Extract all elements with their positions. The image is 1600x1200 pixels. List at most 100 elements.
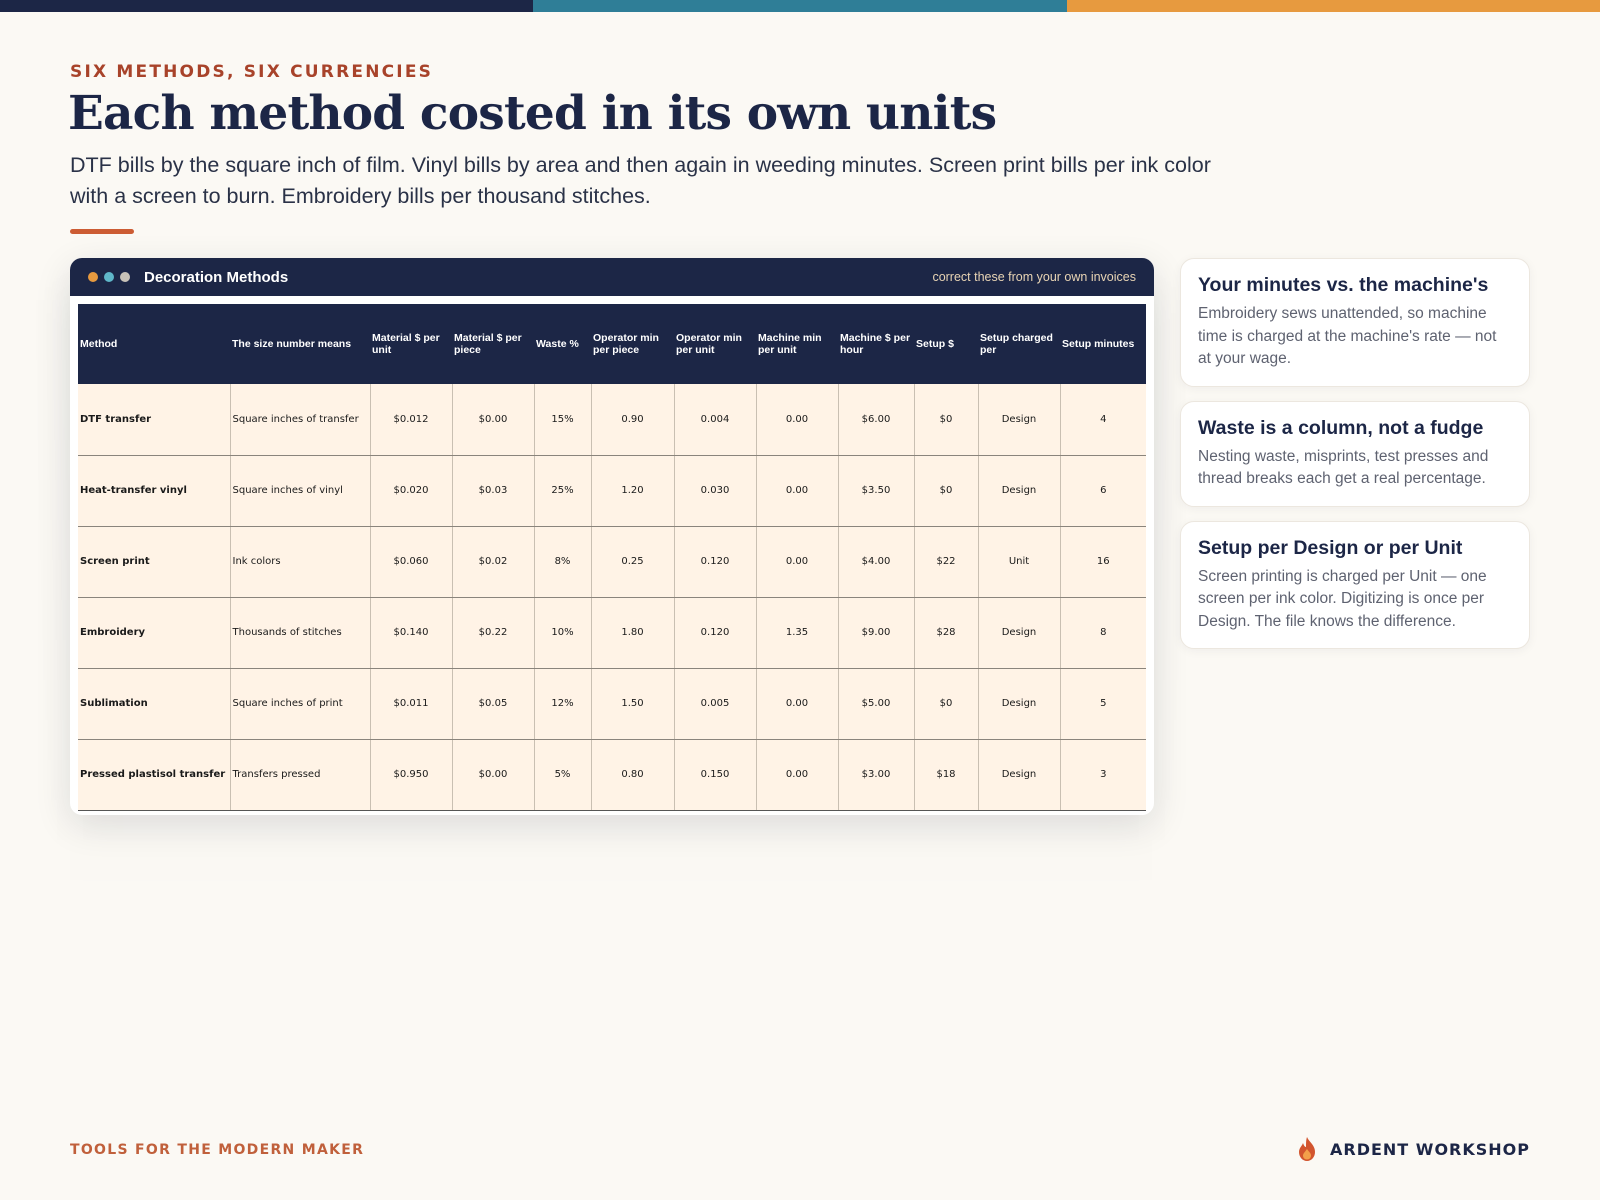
table-cell[interactable]: $0.020 — [370, 455, 453, 527]
top-accent-bar — [0, 0, 1600, 12]
table-cell[interactable]: 0.00 — [756, 526, 839, 598]
table-cell[interactable]: $4.00 — [838, 526, 915, 598]
column-header: Setup minutes — [1060, 304, 1146, 384]
table-cell[interactable]: $0.012 — [370, 384, 453, 456]
table-cell[interactable]: $18 — [914, 739, 979, 811]
table-cell[interactable]: $22 — [914, 526, 979, 598]
accent-navy — [0, 0, 534, 12]
table-row: Embroidery Thousands of stitches $0.140 $0.… — [78, 597, 1146, 669]
table-cell[interactable]: Pressed plastisol transfer — [78, 739, 231, 811]
table-cell[interactable]: 0.005 — [674, 668, 757, 740]
table-row: Pressed plastisol transfer Transfers pres… — [78, 739, 1146, 811]
table-cell[interactable]: 0.004 — [674, 384, 757, 456]
table-cell[interactable]: $0.060 — [370, 526, 453, 598]
table-cell[interactable]: 4 — [1060, 384, 1146, 456]
table-cell[interactable]: 5% — [534, 739, 592, 811]
table-cell[interactable]: $0.22 — [452, 597, 535, 669]
flame-icon — [1299, 1137, 1315, 1161]
table-cell[interactable]: Transfers pressed — [230, 739, 371, 811]
table-cell[interactable]: 0.120 — [674, 526, 757, 598]
table-cell[interactable]: 25% — [534, 455, 592, 527]
table-cell[interactable]: $0.02 — [452, 526, 535, 598]
table-cell[interactable]: 0.120 — [674, 597, 757, 669]
table-cell[interactable]: Square inches of transfer — [230, 384, 371, 456]
table-cell[interactable]: 0.030 — [674, 455, 757, 527]
kicker: SIX METHODS, SIX CURRENCIES — [70, 62, 434, 82]
table-cell[interactable]: $0.00 — [452, 384, 535, 456]
table-cell[interactable]: Sublimation — [78, 668, 231, 740]
table-cell[interactable]: Square inches of vinyl — [230, 455, 371, 527]
table-cell[interactable]: $5.00 — [838, 668, 915, 740]
table-cell[interactable]: 6 — [1060, 455, 1146, 527]
table-cell[interactable]: $0 — [914, 384, 979, 456]
table-cell[interactable]: Square inches of print — [230, 668, 371, 740]
methods-table-wrap: Method The size number means Material $ pe… — [78, 304, 1146, 811]
table-cell[interactable]: 10% — [534, 597, 592, 669]
table-cell[interactable]: 0.90 — [591, 384, 675, 456]
table-row: Heat-transfer vinyl Square inches of viny… — [78, 455, 1146, 527]
table-cell[interactable]: 0.150 — [674, 739, 757, 811]
callout-title: Waste is a column, not a fudge — [1198, 416, 1484, 439]
table-cell[interactable]: 1.20 — [591, 455, 675, 527]
table-cell[interactable]: Design — [978, 739, 1061, 811]
table-cell[interactable]: 0.00 — [756, 668, 839, 740]
table-cell[interactable]: 1.80 — [591, 597, 675, 669]
table-cell[interactable]: Ink colors — [230, 526, 371, 598]
table-cell[interactable]: Screen print — [78, 526, 231, 598]
table-cell[interactable]: $0.950 — [370, 739, 453, 811]
footer-tagline: TOOLS FOR THE MODERN MAKER — [70, 1142, 365, 1158]
table-cell[interactable]: $6.00 — [838, 384, 915, 456]
table-cell[interactable]: DTF transfer — [78, 384, 231, 456]
accent-teal — [533, 0, 1067, 12]
table-cell[interactable]: Design — [978, 668, 1061, 740]
column-header: Method — [78, 304, 230, 384]
table-row: DTF transfer Square inches of transfer $0.… — [78, 384, 1146, 456]
table-cell[interactable]: $0 — [914, 455, 979, 527]
table-cell[interactable]: $0 — [914, 668, 979, 740]
table-cell[interactable]: $0.05 — [452, 668, 535, 740]
callout-card: Your minutes vs. the machine's Embroider… — [1180, 258, 1530, 387]
table-cell[interactable]: 0.25 — [591, 526, 675, 598]
table-cell[interactable]: $28 — [914, 597, 979, 669]
table-cell[interactable]: 0.00 — [756, 384, 839, 456]
table-cell[interactable]: Thousands of stitches — [230, 597, 371, 669]
table-cell[interactable]: 0.00 — [756, 739, 839, 811]
table-cell[interactable]: $3.50 — [838, 455, 915, 527]
table-cell[interactable]: 12% — [534, 668, 592, 740]
table-cell[interactable]: 8 — [1060, 597, 1146, 669]
table-cell[interactable]: $0.03 — [452, 455, 535, 527]
callout-title: Your minutes vs. the machine's — [1198, 274, 1489, 296]
window-dot-teal — [104, 272, 114, 282]
table-cell[interactable]: Unit — [978, 526, 1061, 598]
table-cell[interactable]: $9.00 — [838, 597, 915, 669]
table-cell[interactable]: $0.140 — [370, 597, 453, 669]
table-cell[interactable]: 0.80 — [591, 739, 675, 811]
table-cell[interactable]: Design — [978, 384, 1061, 456]
table-cell[interactable]: 8% — [534, 526, 592, 598]
column-header: Operator min per piece — [591, 304, 674, 384]
column-header: Setup charged per — [978, 304, 1060, 384]
spreadsheet-title: Decoration Methods — [144, 268, 289, 286]
table-cell[interactable]: $0.00 — [452, 739, 535, 811]
table-cell[interactable]: 16 — [1060, 526, 1146, 598]
table-cell[interactable]: 1.35 — [756, 597, 839, 669]
callout-card: Waste is a column, not a fudge Nesting w… — [1180, 400, 1530, 507]
column-header: Material $ per piece — [452, 304, 534, 384]
table-cell[interactable]: $3.00 — [838, 739, 915, 811]
table-cell[interactable]: Embroidery — [78, 597, 231, 669]
column-header: Machine $ per hour — [838, 304, 914, 384]
table-cell[interactable]: Heat-transfer vinyl — [78, 455, 231, 527]
callout-title: Setup per Design or per Unit — [1198, 536, 1463, 559]
table-cell[interactable]: 15% — [534, 384, 592, 456]
table-cell[interactable]: 5 — [1060, 668, 1146, 740]
callout-card: Setup per Design or per Unit Screen prin… — [1180, 520, 1530, 649]
column-header: Operator min per unit — [674, 304, 756, 384]
table-cell[interactable]: 0.00 — [756, 455, 839, 527]
table-cell[interactable]: 3 — [1060, 739, 1146, 811]
accent-orange — [1066, 0, 1600, 12]
spreadsheet-titlebar: Decoration Methods correct these from yo… — [70, 258, 1154, 296]
table-cell[interactable]: Design — [978, 455, 1061, 527]
table-cell[interactable]: Design — [978, 597, 1061, 669]
table-cell[interactable]: 1.50 — [591, 668, 675, 740]
table-cell[interactable]: $0.011 — [370, 668, 453, 740]
